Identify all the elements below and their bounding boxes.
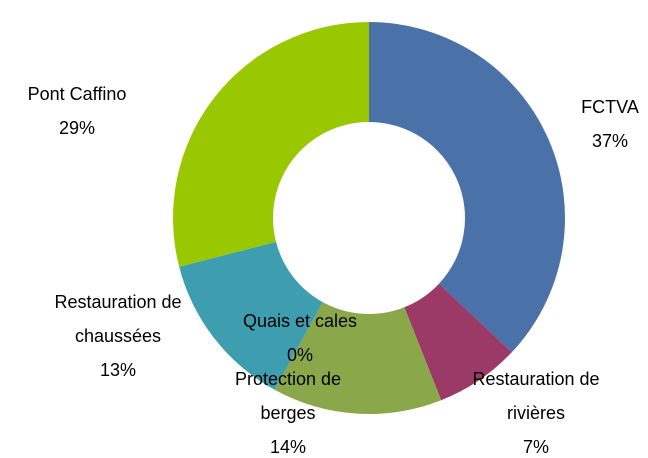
- value-label: 29%: [59, 118, 95, 138]
- category-label: Restauration de chaussées: [54, 292, 181, 346]
- category-label: Restauration de rivières: [472, 369, 599, 423]
- donut-segment: [404, 283, 512, 401]
- donut-segment: [172, 22, 369, 267]
- value-label: 0%: [287, 345, 313, 365]
- value-label: 13%: [100, 360, 136, 380]
- value-label: 14%: [270, 437, 306, 457]
- category-label: Quais et cales: [243, 311, 357, 331]
- category-label: Protection de berges: [235, 369, 341, 423]
- category-label: Pont Caffino: [28, 84, 127, 104]
- donut-segment: [274, 302, 442, 414]
- category-label: FCTVA: [581, 97, 639, 117]
- donut-segment: [179, 241, 323, 390]
- value-label: 7%: [523, 437, 549, 457]
- value-label: 37%: [592, 131, 628, 151]
- donut-segment: [369, 22, 565, 353]
